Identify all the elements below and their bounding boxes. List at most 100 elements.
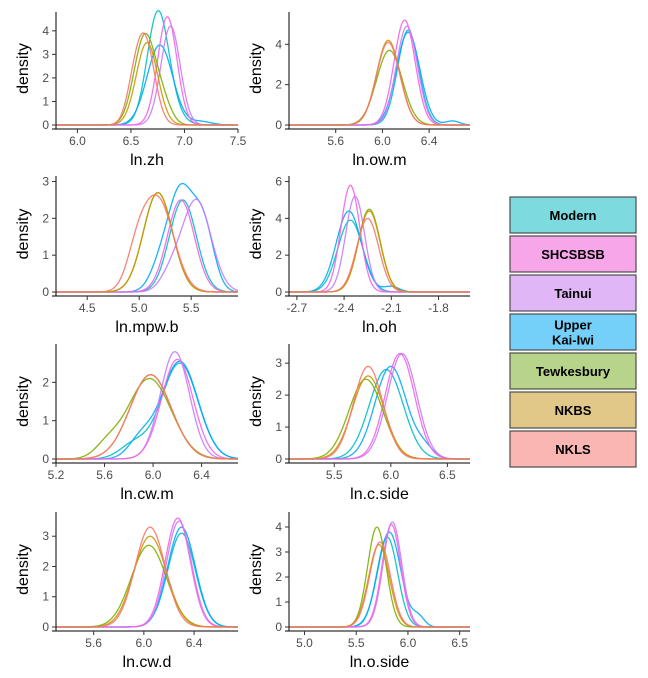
x-tick-label: 6.4 (186, 636, 203, 650)
y-axis-title: density (248, 544, 265, 595)
y-axis-title: density (15, 544, 32, 595)
density-curve-nkbs (289, 39, 470, 126)
y-tick-label: 6 (275, 175, 282, 189)
x-axis-title: ln.cw.d (123, 654, 172, 671)
legend-item-nkbs: NKBS (509, 391, 637, 429)
density-curve-upper-kai-iwi (56, 526, 239, 628)
density-curve-nkbs (56, 191, 238, 293)
y-tick-label: 4 (275, 37, 282, 51)
legend-item-tewkesbury: Tewkesbury (509, 352, 637, 390)
legend-swatch (509, 313, 637, 351)
y-axis-title: density (15, 43, 32, 94)
y-tick-label: 1 (275, 595, 282, 609)
y-tick-label: 2 (42, 375, 49, 389)
density-curve-tewkesbury (56, 544, 238, 628)
x-tick-label: 6.5 (123, 134, 140, 148)
density-curve-nkls (289, 217, 470, 293)
density-curve-upper-kai-iwi (289, 365, 470, 460)
y-tick-label: 1 (42, 248, 49, 262)
x-tick-label: 6.4 (193, 468, 210, 482)
legend-swatch (509, 196, 637, 234)
x-tick-label: 6.5 (451, 636, 468, 650)
x-axis-title: ln.oh (362, 319, 397, 336)
y-axis-title: density (248, 209, 265, 260)
x-tick-label: 7.0 (176, 134, 193, 148)
y-tick-label: 0 (42, 452, 49, 466)
y-tick-label: 4 (275, 211, 282, 225)
panel-ln-zh: 0 1 2 3 4 6.0 6.5 7.0 7.5 ln.zh density (15, 9, 247, 169)
x-tick-label: 7.5 (230, 134, 247, 148)
density-curve-nkbs (56, 374, 238, 460)
density-curve-tainui (289, 25, 470, 126)
y-tick-label: 2 (275, 248, 282, 262)
panel-ln-cw-m: 0 1 2 5.2 5.6 6.0 6.4 ln.cw.m density (15, 344, 239, 503)
density-curve-modern (289, 29, 470, 126)
density-curve-tainui (289, 521, 470, 628)
density-curve-shcsbsb (289, 524, 470, 628)
x-tick-label: -2.1 (381, 301, 402, 315)
legend-label: NKBS (555, 403, 592, 418)
density-curve-modern (289, 368, 470, 460)
density-curve-tainui (289, 352, 470, 460)
y-tick-label: 0 (275, 452, 282, 466)
density-curve-tewkesbury (56, 377, 239, 460)
y-tick-label: 1 (275, 420, 282, 434)
density-curve-nkls (289, 365, 470, 460)
y-tick-label: 2 (42, 559, 49, 573)
x-tick-label: 6.0 (374, 134, 391, 148)
legend-swatch (509, 235, 637, 273)
legend-item-nkls: NKLS (509, 430, 637, 468)
density-curve-tainui (56, 520, 238, 628)
density-curve-shcsbsb (289, 352, 470, 460)
panel-ln-o-side: 0 1 2 3 4 5.0 5.5 6.0 6.5 ln.o.side density (248, 512, 470, 671)
y-tick-label: 3 (275, 545, 282, 559)
x-tick-label: 5.6 (327, 134, 344, 148)
density-curve-tewkesbury (56, 191, 238, 293)
density-curve-upper-kai-iwi (289, 31, 471, 126)
panel-ln-c-side: 0 1 2 3 5.5 6.0 6.5 ln.c.side density (248, 344, 470, 503)
y-axis-title: density (248, 43, 265, 94)
density-curve-shcsbsb (56, 517, 238, 628)
panel-ln-ow-m: 0 2 4 5.6 6.0 6.4 ln.ow.m density (248, 12, 471, 169)
density-curve-nkls (289, 541, 470, 628)
legend-label: Kai-Iwi (552, 333, 594, 348)
y-tick-label: 0 (42, 620, 49, 634)
x-tick-label: -2.4 (334, 301, 355, 315)
y-tick-label: 3 (42, 47, 49, 61)
y-tick-label: 2 (275, 388, 282, 402)
x-axis-title: ln.zh (130, 152, 164, 169)
y-tick-label: 0 (42, 118, 49, 132)
legend-swatch (509, 430, 637, 468)
density-curve-shcsbsb (56, 15, 238, 126)
density-curve-tewkesbury (56, 32, 238, 126)
y-tick-label: 3 (275, 356, 282, 370)
x-tick-label: 6.0 (145, 468, 162, 482)
x-tick-label: 5.2 (48, 468, 65, 482)
x-tick-label: 6.0 (69, 134, 86, 148)
x-axis-title: ln.cw.m (120, 486, 173, 503)
panel-ln-mpw-b: 0 1 2 3 4.5 5.0 5.5 ln.mpw.b density (15, 175, 239, 336)
y-tick-label: 2 (275, 78, 282, 92)
y-axis-title: density (15, 376, 32, 427)
legend-label: Tewkesbury (536, 364, 611, 379)
y-tick-label: 1 (42, 414, 49, 428)
panel-ln-cw-d: 0 1 2 3 5.6 6.0 6.4 ln.cw.d density (15, 512, 239, 671)
y-tick-label: 0 (42, 285, 49, 299)
y-tick-label: 2 (42, 211, 49, 225)
density-curve-modern (289, 219, 470, 293)
density-curve-nkls (56, 526, 238, 628)
x-axis-title: ln.o.side (350, 654, 410, 671)
legend-item-tainui: Tainui (509, 274, 637, 312)
x-axis-title: ln.mpw.b (115, 319, 178, 336)
y-tick-label: 4 (42, 24, 49, 38)
y-tick-label: 1 (42, 94, 49, 108)
x-tick-label: 6.0 (136, 636, 153, 650)
x-axis-title: ln.c.side (350, 486, 409, 503)
y-tick-label: 3 (42, 175, 49, 189)
density-curve-nkbs (56, 535, 238, 628)
y-tick-label: 0 (275, 285, 282, 299)
y-tick-label: 4 (275, 520, 282, 534)
y-axis-title: density (248, 376, 265, 427)
